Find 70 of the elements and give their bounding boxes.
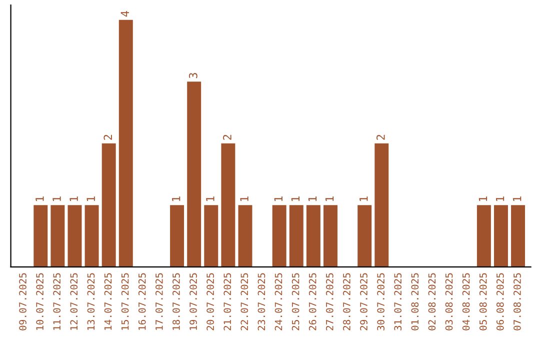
x-tick-label: 26.07.2025: [308, 273, 316, 330]
x-tick-label: 04.08.2025: [462, 273, 470, 330]
x-tick-label: 05.08.2025: [479, 273, 487, 330]
x-tick-label: 22.07.2025: [240, 273, 248, 330]
data-label: 1: [308, 196, 317, 202]
data-label: 2: [376, 134, 385, 140]
bar: [358, 205, 372, 267]
x-tick-label: 07.08.2025: [514, 273, 521, 330]
data-label: 4: [120, 10, 129, 17]
data-label: 1: [36, 196, 44, 202]
data-label: 1: [70, 196, 78, 202]
bar: [511, 205, 526, 267]
data-label: 2: [104, 134, 112, 140]
x-tick-label: 30.07.2025: [377, 273, 384, 330]
x-tick-label: 27.07.2025: [326, 273, 334, 330]
bar: [238, 205, 252, 267]
data-label: 1: [172, 196, 180, 202]
bar: [204, 205, 218, 267]
bar: [306, 205, 320, 267]
data-label: 1: [291, 196, 300, 202]
bar: [50, 205, 65, 267]
data-label: 1: [52, 196, 61, 202]
x-tick-label: 23.07.2025: [258, 273, 266, 330]
x-tick-label: 01.08.2025: [411, 273, 419, 330]
bar: [272, 205, 286, 267]
x-tick-label: 10.07.2025: [36, 273, 44, 330]
data-label: 3: [188, 73, 198, 78]
x-tick-label: 06.08.2025: [496, 273, 504, 330]
bar: [34, 205, 48, 267]
bar: [84, 205, 99, 267]
x-tick-label: 09.07.2025: [19, 273, 26, 330]
x-tick-label: 02.08.2025: [428, 273, 436, 330]
data-label: 1: [360, 196, 368, 202]
data-label: 1: [325, 196, 334, 202]
bar: [68, 205, 82, 267]
x-tick-label: 18.07.2025: [172, 273, 180, 330]
x-tick-label: 31.07.2025: [394, 273, 402, 330]
x-tick-label: 03.08.2025: [445, 273, 453, 330]
x-tick-label: 13.07.2025: [87, 273, 95, 330]
bar: [187, 82, 202, 267]
bar: [102, 143, 116, 267]
data-label: 1: [240, 196, 248, 202]
x-tick-label: 17.07.2025: [155, 273, 163, 330]
bar: [476, 205, 491, 267]
bar: [323, 205, 338, 267]
x-tick-label: 14.07.2025: [104, 273, 112, 330]
x-tick-label: 12.07.2025: [70, 273, 78, 330]
data-label: 1: [86, 196, 95, 202]
data-label: 1: [478, 196, 488, 202]
data-label: 1: [274, 196, 282, 202]
bar: [221, 143, 236, 267]
data-label: 1: [513, 196, 522, 202]
x-tick-label: 29.07.2025: [360, 273, 368, 330]
data-label: 1: [496, 196, 504, 202]
x-tick-label: 16.07.2025: [138, 273, 146, 330]
data-label: 1: [206, 196, 214, 202]
x-tick-label: 15.07.2025: [121, 273, 129, 330]
data-label: 2: [223, 134, 232, 140]
bar: [374, 143, 389, 267]
bar: [289, 205, 304, 267]
x-tick-label: 11.07.2025: [53, 273, 61, 330]
x-tick-label: 20.07.2025: [206, 273, 214, 330]
x-tick-label: 25.07.2025: [292, 273, 300, 330]
x-tick-label: 24.07.2025: [274, 273, 282, 330]
x-tick-label: 28.07.2025: [343, 273, 350, 330]
bar: [118, 20, 133, 267]
x-tick-label: 19.07.2025: [190, 273, 197, 330]
x-tick-label: 21.07.2025: [224, 273, 232, 330]
bar: [494, 205, 508, 267]
bar: [170, 205, 184, 267]
